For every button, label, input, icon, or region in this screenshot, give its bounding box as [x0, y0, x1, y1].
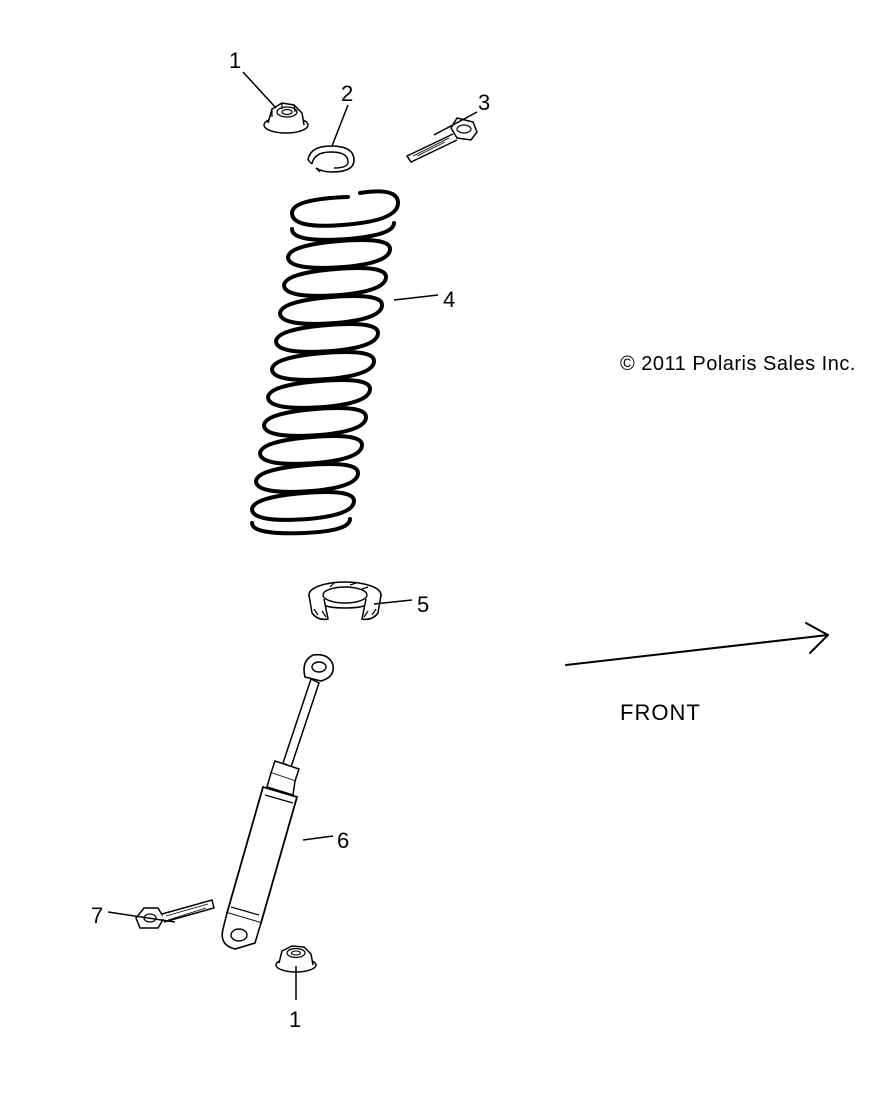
callout-5: 5	[417, 592, 429, 618]
callout-2: 2	[341, 81, 353, 107]
callout-1-top: 1	[229, 48, 241, 74]
leader-lines	[0, 0, 890, 1107]
callout-6: 6	[337, 828, 349, 854]
callout-3: 3	[478, 90, 490, 116]
callout-7: 7	[91, 903, 103, 929]
callout-1-bottom: 1	[289, 1007, 301, 1033]
front-arrow	[558, 615, 848, 695]
callout-4: 4	[443, 287, 455, 313]
diagram-canvas: 1 2 3 4 5 6 7 1 © 2011 Polaris Sales Inc…	[0, 0, 890, 1107]
copyright-text: © 2011 Polaris Sales Inc.	[620, 353, 856, 376]
front-label: FRONT	[620, 700, 701, 726]
